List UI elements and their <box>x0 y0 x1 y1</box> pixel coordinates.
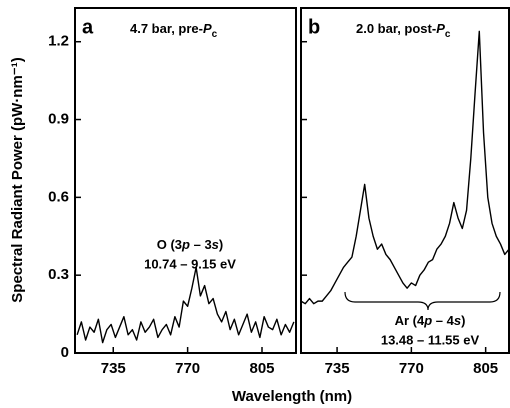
annotation-part: – 3 <box>190 237 212 252</box>
x-tick-label: 735 <box>325 360 350 377</box>
panel-title: 2.0 bar, post-Pc <box>356 21 451 39</box>
annotation-energy: 13.48 – 11.55 eV <box>381 332 480 347</box>
annotation-part: ) <box>219 237 223 252</box>
title-part: P <box>436 21 445 36</box>
annotation-part: p <box>423 313 432 328</box>
x-tick-label: 735 <box>101 360 126 377</box>
panel-label: b <box>308 16 320 38</box>
annotation-energy: 10.74 – 9.15 eV <box>144 256 236 271</box>
x-tick-label: 770 <box>399 360 424 377</box>
y-tick-label: 0 <box>61 344 69 361</box>
y-tick-label: 0.3 <box>48 266 69 283</box>
x-tick-label: 770 <box>175 360 200 377</box>
title-part: c <box>212 29 218 40</box>
brace <box>345 292 500 310</box>
title-part: c <box>445 29 451 40</box>
title-part: P <box>203 21 212 36</box>
y-axis-label: Spectral Radiant Power (pW·nm⁻¹) <box>9 57 26 302</box>
panel-frame <box>75 8 296 353</box>
title-part: 4.7 bar, pre- <box>130 21 203 36</box>
annotation: Ar (4p – 4s) <box>395 313 466 328</box>
y-tick-label: 1.2 <box>48 33 69 50</box>
annotation-part: Ar (4 <box>395 313 425 328</box>
annotation-part: ) <box>461 313 465 328</box>
annotation-part: s <box>212 237 219 252</box>
annotation-part: s <box>454 313 461 328</box>
x-axis-label: Wavelength (nm) <box>232 388 352 405</box>
x-tick-label: 805 <box>473 360 498 377</box>
spectrum-line <box>77 267 294 342</box>
x-tick-label: 805 <box>249 360 274 377</box>
panel-title: 4.7 bar, pre-Pc <box>130 21 218 39</box>
panel-label: a <box>82 16 94 38</box>
annotation-part: O (3 <box>157 237 182 252</box>
title-part: 2.0 bar, post- <box>356 21 436 36</box>
annotation-part: p <box>181 237 190 252</box>
y-tick-label: 0.6 <box>48 188 69 205</box>
annotation: O (3p – 3s) <box>157 237 224 252</box>
spectrum-line <box>301 31 509 303</box>
annotation-part: – 4 <box>432 313 454 328</box>
y-tick-label: 0.9 <box>48 111 69 128</box>
